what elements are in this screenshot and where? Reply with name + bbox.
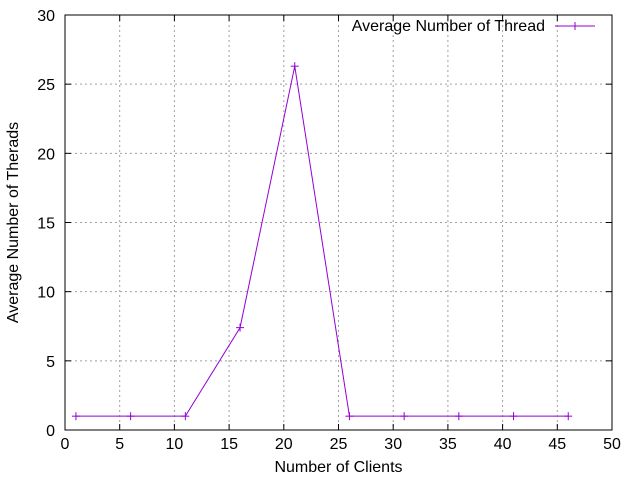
x-tick-label: 50 [603, 436, 621, 453]
y-tick-label: 20 [37, 146, 55, 163]
data-point [509, 412, 518, 421]
x-tick-label: 15 [220, 436, 238, 453]
y-tick-label: 0 [46, 423, 55, 440]
legend: Average Number of Thread [352, 18, 595, 35]
x-tick-label: 10 [166, 436, 184, 453]
data-point [345, 412, 354, 421]
x-tick-label: 35 [439, 436, 457, 453]
series-line [75, 66, 569, 417]
data-point [454, 412, 463, 421]
y-tick-label: 5 [46, 354, 55, 371]
legend-label: Average Number of Thread [352, 18, 545, 35]
data-point [126, 412, 135, 421]
grid [65, 15, 612, 430]
x-tick-label: 20 [275, 436, 293, 453]
x-tick-label: 0 [61, 436, 70, 453]
x-tick-label: 25 [330, 436, 348, 453]
y-tick-label: 10 [37, 285, 55, 302]
series-layer [71, 62, 573, 421]
data-point [71, 412, 80, 421]
y-tick-label: 30 [37, 8, 55, 25]
y-tick-label: 25 [37, 77, 55, 94]
plot-frame [64, 14, 613, 431]
x-tick-label: 45 [548, 436, 566, 453]
x-tick-label: 5 [115, 436, 124, 453]
y-tick-label: 15 [37, 216, 55, 233]
y-axis-label: Average Number of Therads [5, 122, 22, 323]
data-point [236, 323, 245, 332]
x-tick-label: 40 [494, 436, 512, 453]
data-point [564, 412, 573, 421]
data-point [181, 412, 190, 421]
data-point [290, 62, 299, 71]
x-tick-label: 30 [384, 436, 402, 453]
axes: 0 5 10 15 20 25 30 35 40 45 50 0 5 10 15 20 25 30 [37, 8, 621, 453]
x-axis-label: Number of Clients [274, 459, 402, 476]
data-point [400, 412, 409, 421]
